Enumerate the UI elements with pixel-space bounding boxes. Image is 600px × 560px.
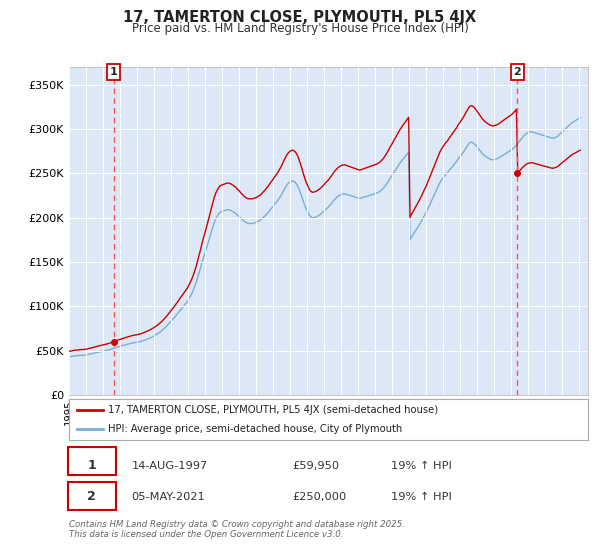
Text: 17, TAMERTON CLOSE, PLYMOUTH, PL5 4JX (semi-detached house): 17, TAMERTON CLOSE, PLYMOUTH, PL5 4JX (s… bbox=[108, 405, 438, 415]
Text: £250,000: £250,000 bbox=[292, 492, 346, 502]
FancyBboxPatch shape bbox=[68, 482, 116, 510]
Text: 05-MAY-2021: 05-MAY-2021 bbox=[131, 492, 205, 502]
Text: Contains HM Land Registry data © Crown copyright and database right 2025.
This d: Contains HM Land Registry data © Crown c… bbox=[69, 520, 405, 539]
Text: 14-AUG-1997: 14-AUG-1997 bbox=[131, 461, 208, 471]
FancyBboxPatch shape bbox=[68, 447, 116, 475]
Text: 17, TAMERTON CLOSE, PLYMOUTH, PL5 4JX: 17, TAMERTON CLOSE, PLYMOUTH, PL5 4JX bbox=[124, 10, 476, 25]
Text: HPI: Average price, semi-detached house, City of Plymouth: HPI: Average price, semi-detached house,… bbox=[108, 423, 402, 433]
Text: £59,950: £59,950 bbox=[292, 461, 339, 471]
Text: 2: 2 bbox=[88, 490, 96, 503]
Text: 1: 1 bbox=[88, 459, 96, 472]
Text: Price paid vs. HM Land Registry's House Price Index (HPI): Price paid vs. HM Land Registry's House … bbox=[131, 22, 469, 35]
Text: 2: 2 bbox=[514, 67, 521, 77]
Text: 1: 1 bbox=[110, 67, 118, 77]
Text: 19% ↑ HPI: 19% ↑ HPI bbox=[391, 461, 452, 471]
Text: 19% ↑ HPI: 19% ↑ HPI bbox=[391, 492, 452, 502]
